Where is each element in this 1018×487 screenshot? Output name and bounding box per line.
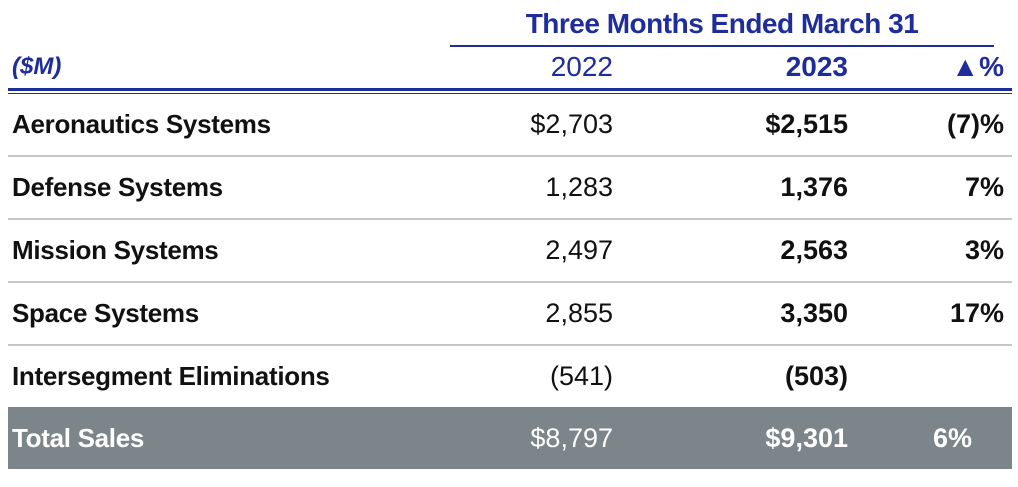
table-row-defense: Defense Systems 1,283 1,376 7% — [8, 157, 1012, 220]
row-label: Intersegment Eliminations — [12, 361, 330, 391]
table-row-intersegment-eliminations: Intersegment Eliminations (541) (503) — [8, 346, 1012, 407]
column-header-2023: 2023 — [785, 51, 848, 82]
total-label: Total Sales — [12, 422, 145, 453]
value-2022: 2,855 — [545, 298, 613, 328]
segment-sales-table: Three Months Ended March 31 ($M) 2022 20… — [8, 8, 1012, 469]
column-header-row: ($M) 2022 2023 ▲% — [8, 46, 1012, 88]
column-header-change-pct: ▲% — [951, 51, 1004, 82]
title-band: Three Months Ended March 31 — [8, 8, 1012, 47]
table-row-total-sales: Total Sales $8,797 $9,301 6% — [8, 407, 1012, 469]
value-2023: (503) — [784, 361, 848, 391]
column-header-2022: 2022 — [550, 51, 613, 82]
table-row-mission: Mission Systems 2,497 2,563 3% — [8, 220, 1012, 283]
value-2022: 2,497 — [545, 235, 613, 265]
header-divider-rule — [8, 88, 1012, 94]
value-2022: 1,283 — [545, 172, 613, 202]
total-value-2022: $8,797 — [530, 422, 613, 453]
value-change-pct: 17% — [949, 298, 1004, 328]
value-2023: 2,563 — [780, 235, 848, 265]
row-label: Defense Systems — [12, 172, 223, 202]
row-label: Aeronautics Systems — [12, 109, 271, 139]
row-label: Mission Systems — [12, 235, 219, 265]
value-change-pct: (7)% — [946, 109, 1004, 139]
total-value-2023: $9,301 — [765, 422, 848, 453]
value-2022: $2,703 — [530, 109, 613, 139]
table-row-space: Space Systems 2,855 3,350 17% — [8, 283, 1012, 346]
total-value-change-pct: 6% — [932, 422, 972, 453]
value-change-pct: 3% — [964, 235, 1004, 265]
row-label: Space Systems — [12, 298, 199, 328]
value-2022: (541) — [549, 361, 613, 391]
value-2023: 1,376 — [780, 172, 848, 202]
unit-label: ($M) — [12, 53, 62, 80]
value-change-pct: 7% — [964, 172, 1004, 202]
table-row-aeronautics: Aeronautics Systems $2,703 $2,515 (7)% — [8, 94, 1012, 157]
value-2023: $2,515 — [765, 109, 848, 139]
table-title: Three Months Ended March 31 — [450, 8, 994, 47]
value-2023: 3,350 — [780, 298, 848, 328]
